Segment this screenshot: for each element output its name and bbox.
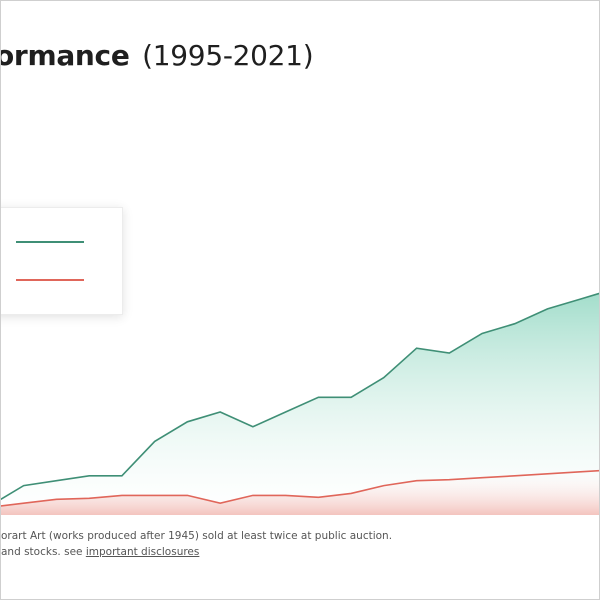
footnote-text: and stocks. see — [1, 546, 86, 558]
series-area-stocks — [1, 470, 599, 515]
footnote-line-1: orart Art (works produced after 1945) so… — [1, 530, 393, 542]
legend — [1, 207, 123, 315]
disclosures-link[interactable]: important disclosures — [85, 546, 200, 558]
series-line-stocks — [1, 469, 599, 507]
series-area-art — [1, 293, 599, 515]
legend-swatch-art — [16, 241, 84, 243]
chart-title: ormance (1995-2021) — [0, 39, 314, 72]
series-line-art — [1, 292, 599, 501]
chart-title-years: (1995-2021) — [142, 39, 314, 72]
legend-swatch-stocks — [16, 279, 84, 281]
footnote-line-2: and stocks. see important disclosures — [1, 546, 199, 558]
chart-title-main: ormance — [0, 39, 130, 72]
